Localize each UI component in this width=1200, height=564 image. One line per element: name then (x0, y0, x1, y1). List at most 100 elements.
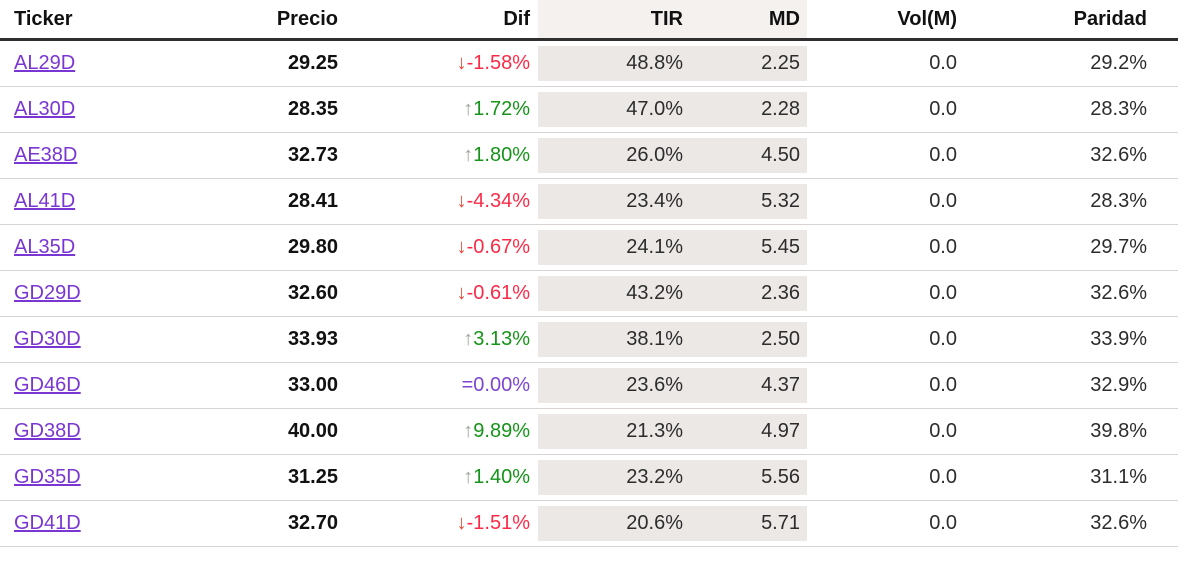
column-header-ticker: Ticker (0, 0, 160, 41)
dif-direction-icon: ↑ (463, 328, 474, 350)
precio-cell: 40.00 (160, 409, 350, 455)
ticker-cell: AE38D (0, 133, 160, 179)
dif-value: -1.58% (466, 52, 530, 74)
dif-direction-icon: ↑ (463, 144, 474, 166)
ticker-link[interactable]: AE38D (14, 144, 78, 166)
dif-value: -4.34% (466, 190, 530, 212)
dif-value: 0.00% (473, 374, 530, 396)
paridad-cell: 28.3% (969, 87, 1178, 133)
vol-cell: 0.0 (807, 87, 969, 133)
table-row: GD38D 40.00 ↑9.89% 21.3% 4.97 0.0 39.8% (0, 409, 1178, 455)
dif-cell: ↑1.80% (350, 133, 538, 179)
md-cell: 5.71 (695, 501, 807, 547)
ticker-cell: GD38D (0, 409, 160, 455)
table-body: AL29D 29.25 ↓-1.58% 48.8% 2.25 0.0 29.2%… (0, 41, 1178, 547)
ticker-link[interactable]: AL35D (14, 236, 76, 258)
table-row: GD41D 32.70 ↓-1.51% 20.6% 5.71 0.0 32.6% (0, 501, 1178, 547)
tir-cell: 24.1% (538, 225, 695, 271)
vol-cell: 0.0 (807, 179, 969, 225)
column-header-dif: Dif (350, 0, 538, 41)
paridad-cell: 32.6% (969, 271, 1178, 317)
tir-cell: 21.3% (538, 409, 695, 455)
tir-cell: 47.0% (538, 87, 695, 133)
precio-cell: 33.00 (160, 363, 350, 409)
tir-cell: 26.0% (538, 133, 695, 179)
dif-direction-icon: ↓ (456, 52, 467, 74)
dif-value: 1.80% (473, 144, 530, 166)
dif-direction-icon: ↓ (456, 282, 467, 304)
ticker-cell: GD29D (0, 271, 160, 317)
paridad-cell: 33.9% (969, 317, 1178, 363)
table-row: GD35D 31.25 ↑1.40% 23.2% 5.56 0.0 31.1% (0, 455, 1178, 501)
dif-cell: ↓-0.67% (350, 225, 538, 271)
vol-cell: 0.0 (807, 455, 969, 501)
column-header-vol: Vol(M) (807, 0, 969, 41)
ticker-cell: AL29D (0, 41, 160, 87)
column-header-tir: TIR (538, 0, 695, 41)
dif-cell: ↑3.13% (350, 317, 538, 363)
precio-cell: 31.25 (160, 455, 350, 501)
ticker-cell: GD46D (0, 363, 160, 409)
dif-cell: ↑1.72% (350, 87, 538, 133)
md-cell: 4.50 (695, 133, 807, 179)
vol-cell: 0.0 (807, 317, 969, 363)
ticker-link[interactable]: GD35D (14, 466, 81, 488)
ticker-link[interactable]: AL29D (14, 52, 76, 74)
paridad-cell: 32.9% (969, 363, 1178, 409)
dif-direction-icon: ↓ (456, 512, 467, 534)
dif-value: 1.72% (473, 98, 530, 120)
tir-cell: 23.6% (538, 363, 695, 409)
vol-cell: 0.0 (807, 501, 969, 547)
table-row: AE38D 32.73 ↑1.80% 26.0% 4.50 0.0 32.6% (0, 133, 1178, 179)
ticker-cell: AL35D (0, 225, 160, 271)
vol-cell: 0.0 (807, 225, 969, 271)
dif-cell: ↓-4.34% (350, 179, 538, 225)
ticker-link[interactable]: GD29D (14, 282, 81, 304)
tir-cell: 20.6% (538, 501, 695, 547)
paridad-cell: 29.2% (969, 41, 1178, 87)
header-row: Ticker Precio Dif TIR MD Vol(M) Paridad (0, 0, 1178, 41)
ticker-cell: AL41D (0, 179, 160, 225)
dif-value: -0.67% (466, 236, 530, 258)
table-row: AL29D 29.25 ↓-1.58% 48.8% 2.25 0.0 29.2% (0, 41, 1178, 87)
dif-value: 9.89% (473, 420, 530, 442)
md-cell: 5.45 (695, 225, 807, 271)
paridad-cell: 28.3% (969, 179, 1178, 225)
paridad-cell: 32.6% (969, 133, 1178, 179)
tir-cell: 43.2% (538, 271, 695, 317)
tir-cell: 23.4% (538, 179, 695, 225)
precio-cell: 32.60 (160, 271, 350, 317)
md-cell: 2.28 (695, 87, 807, 133)
md-cell: 2.25 (695, 41, 807, 87)
precio-cell: 28.41 (160, 179, 350, 225)
vol-cell: 0.0 (807, 363, 969, 409)
ticker-link[interactable]: GD46D (14, 374, 81, 396)
precio-cell: 28.35 (160, 87, 350, 133)
dif-value: -0.61% (466, 282, 530, 304)
dif-value: 1.40% (473, 466, 530, 488)
ticker-link[interactable]: GD30D (14, 328, 81, 350)
table-row: AL41D 28.41 ↓-4.34% 23.4% 5.32 0.0 28.3% (0, 179, 1178, 225)
paridad-cell: 31.1% (969, 455, 1178, 501)
precio-cell: 32.70 (160, 501, 350, 547)
tir-cell: 48.8% (538, 41, 695, 87)
paridad-cell: 29.7% (969, 225, 1178, 271)
table-row: GD30D 33.93 ↑3.13% 38.1% 2.50 0.0 33.9% (0, 317, 1178, 363)
bonds-table: Ticker Precio Dif TIR MD Vol(M) Paridad … (0, 0, 1178, 547)
dif-cell: ↑1.40% (350, 455, 538, 501)
ticker-link[interactable]: GD38D (14, 420, 81, 442)
table-row: AL30D 28.35 ↑1.72% 47.0% 2.28 0.0 28.3% (0, 87, 1178, 133)
ticker-link[interactable]: AL41D (14, 190, 76, 212)
ticker-link[interactable]: GD41D (14, 512, 81, 534)
tir-cell: 23.2% (538, 455, 695, 501)
tir-cell: 38.1% (538, 317, 695, 363)
ticker-link[interactable]: AL30D (14, 98, 76, 120)
dif-direction-icon: = (461, 374, 474, 396)
vol-cell: 0.0 (807, 409, 969, 455)
dif-direction-icon: ↓ (456, 236, 467, 258)
table-row: GD29D 32.60 ↓-0.61% 43.2% 2.36 0.0 32.6% (0, 271, 1178, 317)
dif-direction-icon: ↑ (463, 466, 474, 488)
dif-direction-icon: ↑ (463, 98, 474, 120)
md-cell: 2.50 (695, 317, 807, 363)
vol-cell: 0.0 (807, 133, 969, 179)
